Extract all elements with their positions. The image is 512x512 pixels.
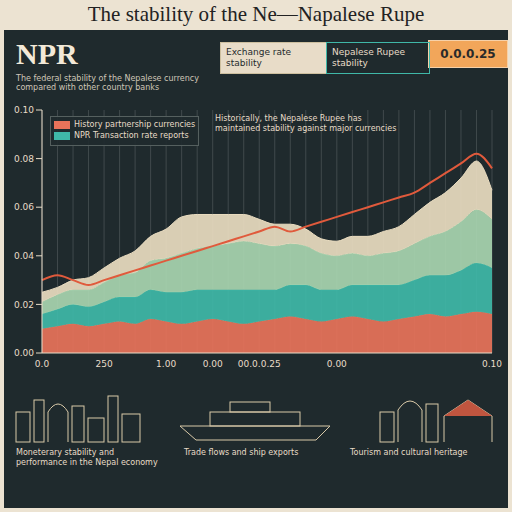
svg-text:0.06: 0.06 (14, 202, 34, 212)
html-text:NPR: NPR (16, 37, 78, 70)
html-text:Trade flows and ship exports: Trade flows and ship exports (184, 448, 299, 457)
svg-text:0.04: 0.04 (14, 251, 34, 261)
html-text:History partnership currencies: History partnership currencies (74, 120, 196, 129)
svg-text:250: 250 (95, 359, 112, 369)
svg-text:0.10: 0.10 (482, 359, 502, 369)
html-text:Historically, the Nepalese Rup: Historically, the Nepalese Rupee has mai… (215, 114, 397, 133)
html-text:The federal stability of the N: The federal stability of the Nepalese cu… (16, 74, 199, 92)
html-text:Tourism and cultural heritage: Tourism and cultural heritage (350, 448, 468, 457)
html-text:NPR Transaction rate reports: NPR Transaction rate reports (74, 131, 189, 140)
svg-text:0.10: 0.10 (14, 105, 34, 115)
svg-text:00.0.0.25: 00.0.0.25 (238, 359, 281, 369)
svg-text:0.08: 0.08 (14, 154, 34, 164)
html-text:The stability of the Ne—Napale: The stability of the Ne—Napalese Rupe (87, 2, 425, 26)
html-text:Moneterary stability and perfo: Moneterary stability and performance in … (16, 448, 158, 467)
html-text:Nepalese Rupee stability: Nepalese Rupee stability (332, 47, 405, 68)
svg-text:0.0: 0.0 (35, 359, 50, 369)
svg-text:1.00: 1.00 (156, 359, 176, 369)
html-text:Exchange rate stability: Exchange rate stability (226, 47, 292, 68)
svg-text:0.02: 0.02 (14, 300, 34, 310)
svg-text:0.00: 0.00 (203, 359, 223, 369)
html-text:0.0.0.25: 0.0.0.25 (440, 47, 496, 61)
svg-text:0.00: 0.00 (14, 348, 34, 358)
svg-text:0.00: 0.00 (327, 359, 347, 369)
